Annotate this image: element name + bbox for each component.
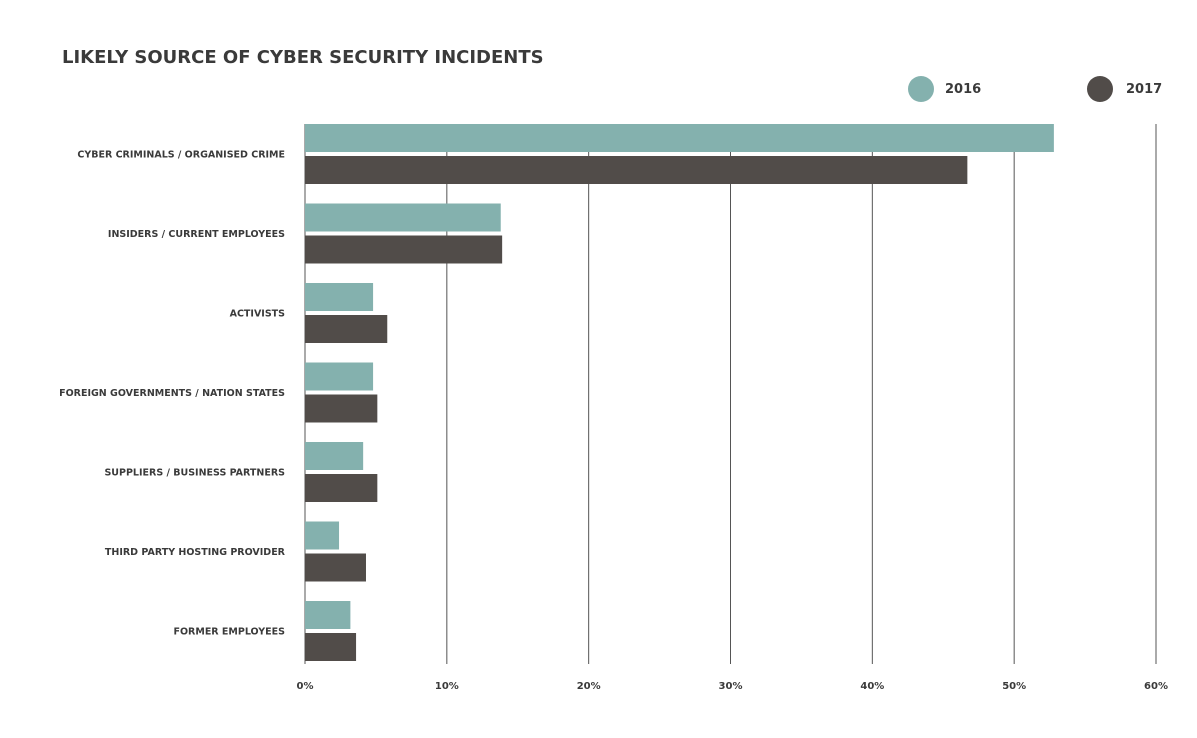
bar-2016 xyxy=(305,124,1054,152)
x-tick-label: 50% xyxy=(1002,681,1026,692)
category-label: ACTIVISTS xyxy=(230,309,286,320)
category-label: THIRD PARTY HOSTING PROVIDER xyxy=(105,547,286,558)
category-label: INSIDERS / CURRENT EMPLOYEES xyxy=(108,229,285,240)
bar-2016 xyxy=(305,601,351,629)
bar-2016 xyxy=(305,521,340,550)
x-tick-label: 30% xyxy=(719,681,743,692)
x-tick-label: 10% xyxy=(435,681,459,692)
category-labels: CYBER CRIMINALS / ORGANISED CRIME INSIDER… xyxy=(59,150,286,638)
category-label: FOREIGN GOVERNMENTS / NATION STATES xyxy=(59,388,285,399)
bar-2017 xyxy=(305,633,357,661)
bar-2017 xyxy=(305,553,366,582)
x-tick-label: 60% xyxy=(1144,681,1168,692)
bar-2017 xyxy=(305,474,378,502)
legend-swatch-2016 xyxy=(908,76,934,102)
x-axis-tick-labels: 0% 10% 20% 30% 40% 50% 60% xyxy=(297,681,1168,692)
chart-title: LIKELY SOURCE OF CYBER SECURITY INCIDENT… xyxy=(62,47,544,68)
bar-2016 xyxy=(305,283,374,311)
legend-label: 2016 xyxy=(945,82,981,97)
x-tick-label: 20% xyxy=(577,681,601,692)
legend: 2016 2017 xyxy=(908,76,1162,102)
bar-2016 xyxy=(305,362,374,391)
legend-label: 2017 xyxy=(1126,82,1162,97)
bars xyxy=(305,124,1054,661)
category-label: SUPPLIERS / BUSINESS PARTNERS xyxy=(104,468,285,479)
x-tick-label: 0% xyxy=(297,681,314,692)
bar-2016 xyxy=(305,442,364,470)
bar-2017 xyxy=(305,156,968,184)
bar-2017 xyxy=(305,394,378,423)
bar-2016 xyxy=(305,203,501,232)
bar-2017 xyxy=(305,315,388,343)
x-tick-label: 40% xyxy=(860,681,884,692)
bar-2017 xyxy=(305,235,503,264)
category-label: FORMER EMPLOYEES xyxy=(173,627,285,638)
legend-swatch-2017 xyxy=(1087,76,1113,102)
category-label: CYBER CRIMINALS / ORGANISED CRIME xyxy=(77,150,285,161)
